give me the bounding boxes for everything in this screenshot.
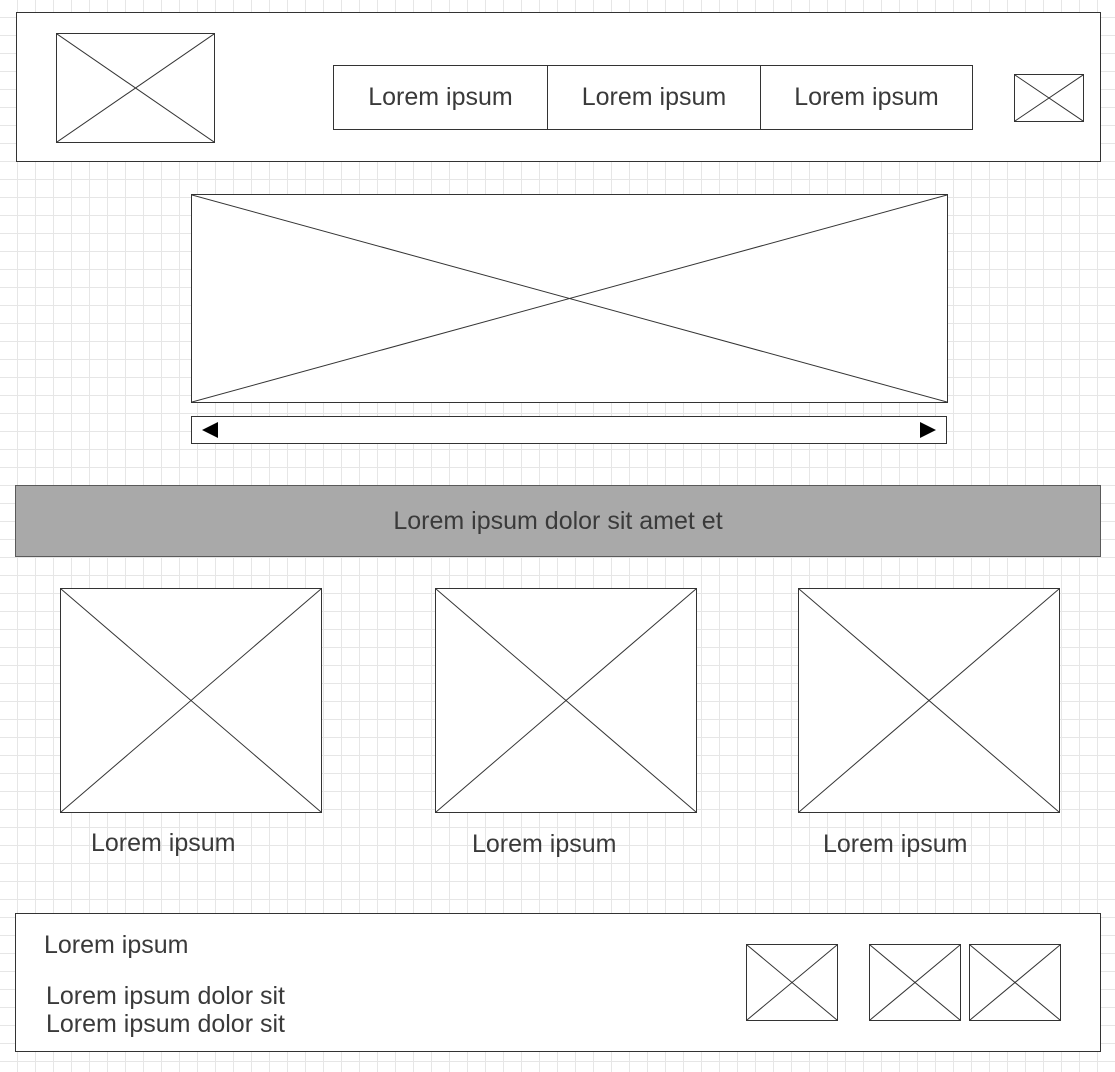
footer-social-icon-3[interactable] xyxy=(969,944,1061,1021)
slider-next-icon[interactable] xyxy=(920,422,936,438)
footer-line-1: Lorem ipsum dolor sit xyxy=(46,982,285,1010)
banner-text: Lorem ipsum dolor sit amet et xyxy=(393,506,723,535)
card-image-placeholder-1[interactable] xyxy=(60,588,322,813)
footer-bar: Lorem ipsum Lorem ipsum dolor sit Lorem … xyxy=(15,913,1101,1052)
footer-line-2: Lorem ipsum dolor sit xyxy=(46,1010,285,1038)
card-caption-1[interactable]: Lorem ipsum xyxy=(91,829,236,857)
logo-image-placeholder[interactable] xyxy=(56,33,215,143)
hero-image-placeholder xyxy=(191,194,948,403)
section-banner: Lorem ipsum dolor sit amet et xyxy=(15,485,1101,557)
card-image-placeholder-3[interactable] xyxy=(798,588,1060,813)
footer-title: Lorem ipsum xyxy=(44,931,189,959)
card-image-placeholder-2[interactable] xyxy=(435,588,697,813)
slider-prev-icon[interactable] xyxy=(202,422,218,438)
footer-social-icon-1[interactable] xyxy=(746,944,838,1021)
nav-menu: Lorem ipsum Lorem ipsum Lorem ipsum xyxy=(333,65,973,130)
card-caption-3[interactable]: Lorem ipsum xyxy=(823,830,968,858)
hero-slider-controls xyxy=(191,416,947,444)
header-bar: Lorem ipsum Lorem ipsum Lorem ipsum xyxy=(16,12,1101,162)
nav-item-2[interactable]: Lorem ipsum xyxy=(547,66,760,129)
footer-social-icon-2[interactable] xyxy=(869,944,961,1021)
nav-item-3[interactable]: Lorem ipsum xyxy=(760,66,972,129)
header-icon-placeholder[interactable] xyxy=(1014,74,1084,122)
nav-item-1[interactable]: Lorem ipsum xyxy=(368,83,513,111)
card-caption-2[interactable]: Lorem ipsum xyxy=(472,830,617,858)
